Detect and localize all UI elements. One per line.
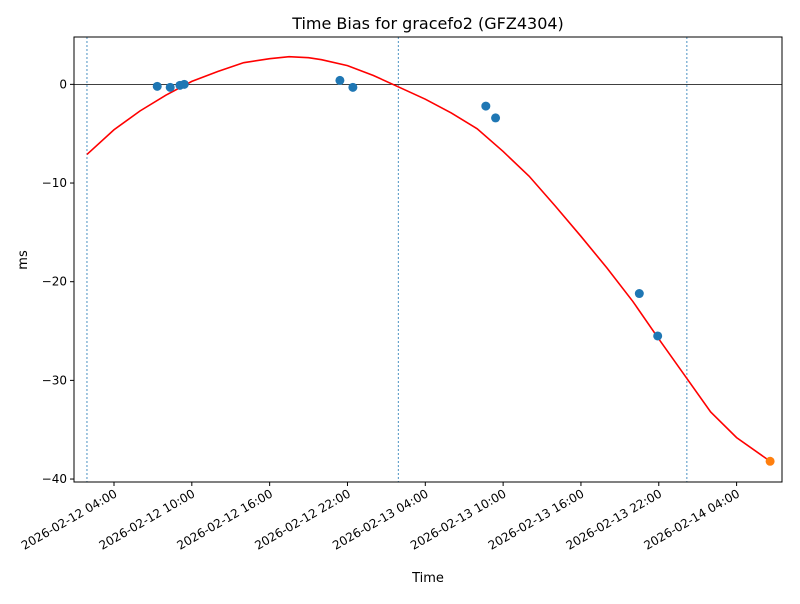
observation-point	[491, 113, 501, 123]
y-tick-label: 0	[59, 77, 67, 91]
y-tick-label: −10	[42, 176, 67, 190]
y-tick-label: −30	[42, 373, 67, 387]
observation-point	[152, 81, 162, 91]
observation-point	[165, 82, 175, 92]
observation-point	[634, 289, 644, 299]
y-axis-label: ms	[16, 250, 31, 270]
observation-point	[653, 331, 663, 341]
y-axis-ticks: 0 −10 −20 −30 −40	[42, 77, 74, 486]
fit-curve-line	[86, 55, 771, 462]
chart-title: Time Bias for gracefo2 (GFZ4304)	[291, 14, 564, 33]
observation-point	[179, 79, 189, 89]
y-tick-label: −40	[42, 472, 67, 486]
x-axis-label: Time	[411, 571, 444, 586]
plot-area	[74, 37, 782, 482]
axes-frame	[73, 36, 783, 483]
observation-point	[348, 82, 358, 92]
y-tick-label: −20	[42, 275, 67, 289]
observation-point	[335, 75, 345, 85]
prediction-point	[765, 456, 775, 466]
observation-point	[481, 101, 491, 111]
